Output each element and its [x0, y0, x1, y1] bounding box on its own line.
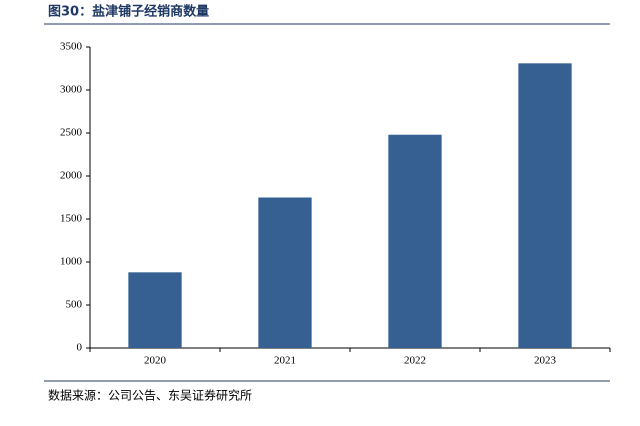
- bar: [258, 197, 312, 348]
- bar: [518, 63, 572, 349]
- x-tick-label: 2021: [274, 355, 296, 367]
- y-tick-label: 3000: [60, 84, 83, 96]
- y-tick-label: 2000: [60, 170, 83, 182]
- y-tick-label: 1000: [60, 256, 83, 268]
- y-tick-label: 3500: [60, 41, 83, 53]
- y-tick-label: 1500: [60, 213, 83, 225]
- chart-title: 图30：盐津铺子经销商数量: [48, 4, 209, 20]
- source-note: 数据来源：公司公告、东吴证券研究所: [48, 388, 252, 403]
- x-tick-label: 2020: [144, 355, 167, 367]
- y-tick-label: 0: [77, 342, 83, 354]
- bar: [388, 134, 442, 348]
- x-tick-label: 2022: [404, 355, 426, 367]
- y-tick-label: 2500: [60, 127, 83, 139]
- x-tick-label: 2023: [534, 355, 557, 367]
- bar: [128, 272, 182, 348]
- y-tick-label: 500: [66, 299, 83, 311]
